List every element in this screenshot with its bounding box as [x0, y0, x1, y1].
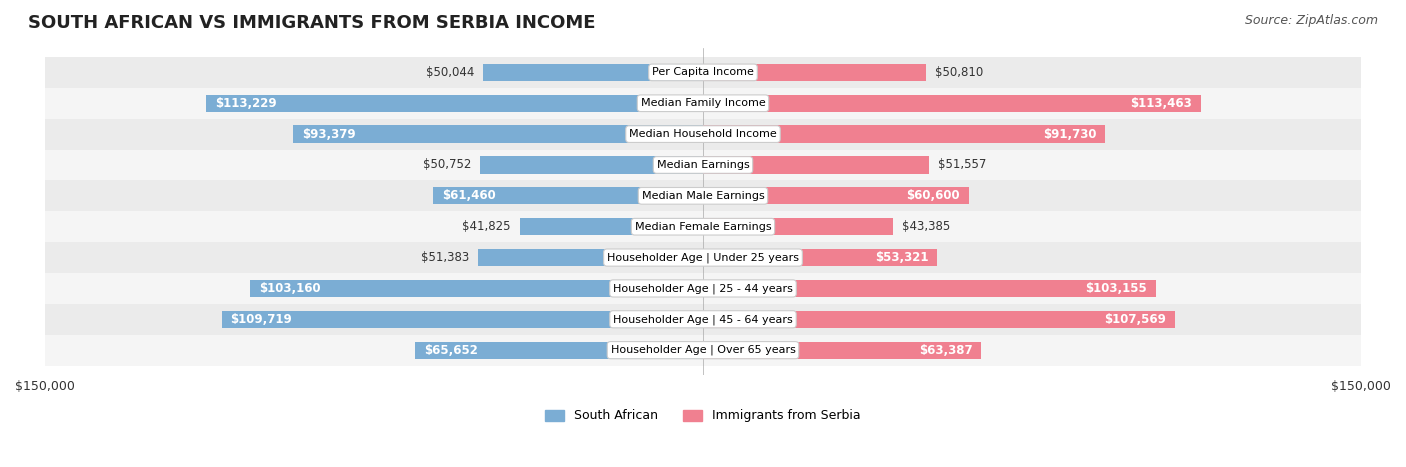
Bar — [45, 57, 1361, 88]
Bar — [207, 95, 703, 112]
Bar — [222, 311, 703, 328]
Text: $113,463: $113,463 — [1130, 97, 1192, 110]
Bar — [478, 249, 703, 266]
Bar — [703, 311, 1175, 328]
Bar — [250, 280, 703, 297]
Text: Householder Age | 45 - 64 years: Householder Age | 45 - 64 years — [613, 314, 793, 325]
Text: $51,557: $51,557 — [938, 158, 987, 171]
Text: $93,379: $93,379 — [302, 127, 356, 141]
Bar — [45, 119, 1361, 149]
Bar — [45, 180, 1361, 211]
Text: $61,460: $61,460 — [441, 189, 496, 202]
Bar — [45, 335, 1361, 366]
Text: SOUTH AFRICAN VS IMMIGRANTS FROM SERBIA INCOME: SOUTH AFRICAN VS IMMIGRANTS FROM SERBIA … — [28, 14, 596, 32]
Text: $91,730: $91,730 — [1043, 127, 1097, 141]
Bar — [703, 341, 981, 359]
Bar — [703, 64, 927, 81]
Bar — [703, 95, 1201, 112]
Text: $103,155: $103,155 — [1085, 282, 1147, 295]
Text: Householder Age | 25 - 44 years: Householder Age | 25 - 44 years — [613, 283, 793, 294]
Bar — [294, 126, 703, 143]
Bar — [433, 187, 703, 205]
Bar — [45, 211, 1361, 242]
Text: $50,044: $50,044 — [426, 66, 475, 79]
Text: Median Family Income: Median Family Income — [641, 98, 765, 108]
Bar — [481, 156, 703, 174]
Bar — [45, 273, 1361, 304]
Text: $65,652: $65,652 — [423, 344, 478, 357]
Text: Median Female Earnings: Median Female Earnings — [634, 222, 772, 232]
Bar — [703, 187, 969, 205]
Text: Median Earnings: Median Earnings — [657, 160, 749, 170]
Bar — [703, 249, 936, 266]
Text: $50,810: $50,810 — [935, 66, 983, 79]
Bar — [45, 304, 1361, 335]
Text: Source: ZipAtlas.com: Source: ZipAtlas.com — [1244, 14, 1378, 27]
Bar — [45, 149, 1361, 180]
Text: $107,569: $107,569 — [1104, 313, 1166, 326]
Bar — [703, 218, 893, 235]
Text: $51,383: $51,383 — [420, 251, 468, 264]
Bar — [484, 64, 703, 81]
Text: $113,229: $113,229 — [215, 97, 277, 110]
Text: Median Male Earnings: Median Male Earnings — [641, 191, 765, 201]
Legend: South African, Immigrants from Serbia: South African, Immigrants from Serbia — [540, 404, 866, 427]
Text: $109,719: $109,719 — [231, 313, 292, 326]
Bar — [703, 126, 1105, 143]
Text: $41,825: $41,825 — [463, 220, 510, 233]
Bar — [703, 280, 1156, 297]
Text: $60,600: $60,600 — [907, 189, 960, 202]
Text: $53,321: $53,321 — [875, 251, 928, 264]
Bar — [703, 156, 929, 174]
Bar — [415, 341, 703, 359]
Text: Median Household Income: Median Household Income — [628, 129, 778, 139]
Text: Per Capita Income: Per Capita Income — [652, 67, 754, 78]
Text: $43,385: $43,385 — [903, 220, 950, 233]
Bar — [45, 88, 1361, 119]
Text: $63,387: $63,387 — [918, 344, 973, 357]
Text: Householder Age | Under 25 years: Householder Age | Under 25 years — [607, 252, 799, 263]
Text: Householder Age | Over 65 years: Householder Age | Over 65 years — [610, 345, 796, 355]
Text: $103,160: $103,160 — [259, 282, 321, 295]
Text: $50,752: $50,752 — [423, 158, 471, 171]
Bar — [45, 242, 1361, 273]
Bar — [519, 218, 703, 235]
